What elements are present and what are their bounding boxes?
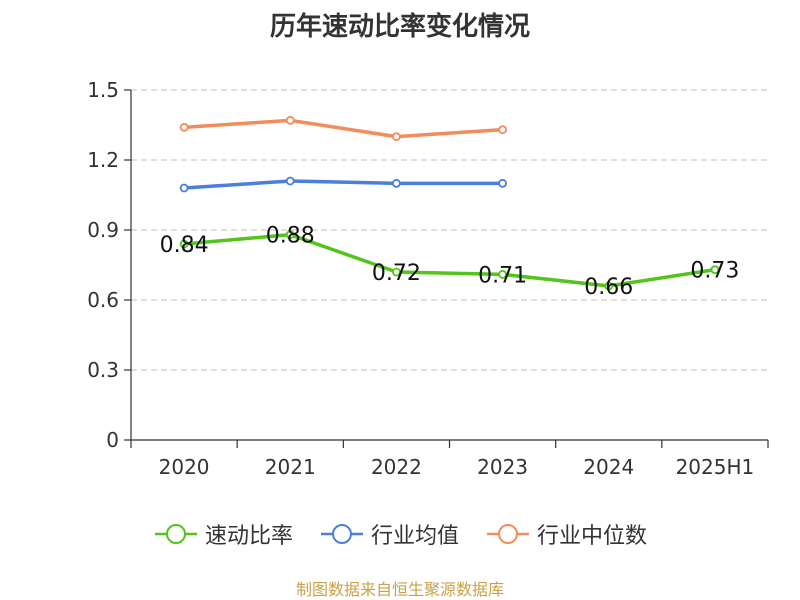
y-tick-label: 0.3	[87, 358, 119, 382]
x-tick-label: 2020	[159, 455, 210, 479]
data-label: 0.88	[266, 224, 315, 249]
y-tick-label: 0.6	[87, 288, 119, 312]
legend-swatch-icon	[320, 524, 363, 544]
legend-item: 速动比率	[153, 518, 293, 550]
x-tick-label: 2021	[265, 455, 316, 479]
series-point	[285, 115, 295, 125]
series-point	[392, 267, 401, 277]
series-line	[182, 232, 717, 288]
legend-label: 行业中位数	[537, 524, 648, 549]
y-tick-label: 1.2	[87, 148, 119, 172]
grid-lines	[131, 89, 768, 371]
data-label: 0.73	[690, 259, 739, 284]
legend: 速动比率 行业均值 行业中位数	[0, 518, 800, 550]
series-point	[392, 132, 401, 142]
y-tick-label: 0	[106, 428, 119, 452]
legend-label: 速动比率	[204, 524, 293, 549]
x-tick-label: 2024	[583, 455, 634, 479]
legend-label: 行业均值	[370, 524, 459, 549]
chart-title: 历年速动比率变化情况	[269, 12, 530, 42]
series-point	[179, 239, 189, 249]
x-tick-label: 2023	[477, 455, 528, 479]
source-note: 制图数据来自恒生聚源数据库	[295, 580, 504, 599]
y-tick-label: 0.9	[87, 218, 119, 242]
series-point	[285, 230, 295, 240]
series-point	[179, 122, 189, 132]
series-line	[182, 118, 505, 139]
x-tick-label: 2022	[371, 455, 422, 479]
series-point	[604, 281, 614, 291]
legend-swatch-icon	[154, 524, 197, 544]
series-point	[498, 125, 507, 135]
data-label: 0.72	[372, 261, 421, 286]
data-labels: 0.84 0.88 0.72 0.71 0.66 0.73	[160, 224, 740, 300]
y-tick-label: 1.5	[87, 78, 119, 102]
data-label: 0.71	[478, 263, 527, 288]
legend-swatch-icon	[487, 524, 529, 544]
series-point	[498, 269, 507, 279]
legend-item: 行业均值	[319, 518, 459, 550]
series-point	[179, 183, 189, 193]
series-point	[392, 178, 401, 188]
series-point	[498, 178, 507, 188]
series-point	[710, 265, 720, 275]
data-label: 0.66	[584, 275, 633, 300]
series-line	[182, 179, 505, 190]
axes: 0 0.3 0.6 0.9 1.2 1.5 2020 2021 2022 2023 2024 2025…	[87, 78, 769, 479]
x-tick-label: 2025H1	[676, 455, 755, 479]
series-point	[285, 176, 295, 186]
legend-item: 行业中位数	[485, 518, 647, 550]
series-lines	[179, 115, 720, 291]
data-label: 0.84	[160, 233, 209, 258]
